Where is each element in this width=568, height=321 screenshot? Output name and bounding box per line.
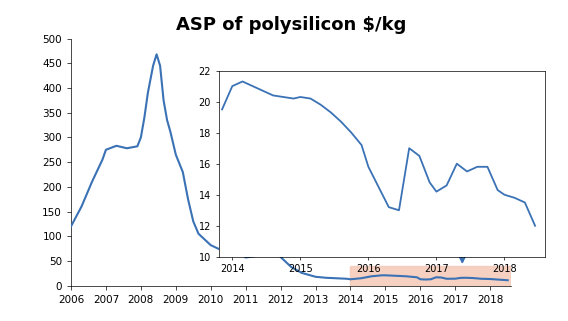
- Bar: [350, 266, 511, 286]
- Title: ASP of polysilicon $/kg: ASP of polysilicon $/kg: [176, 16, 406, 34]
